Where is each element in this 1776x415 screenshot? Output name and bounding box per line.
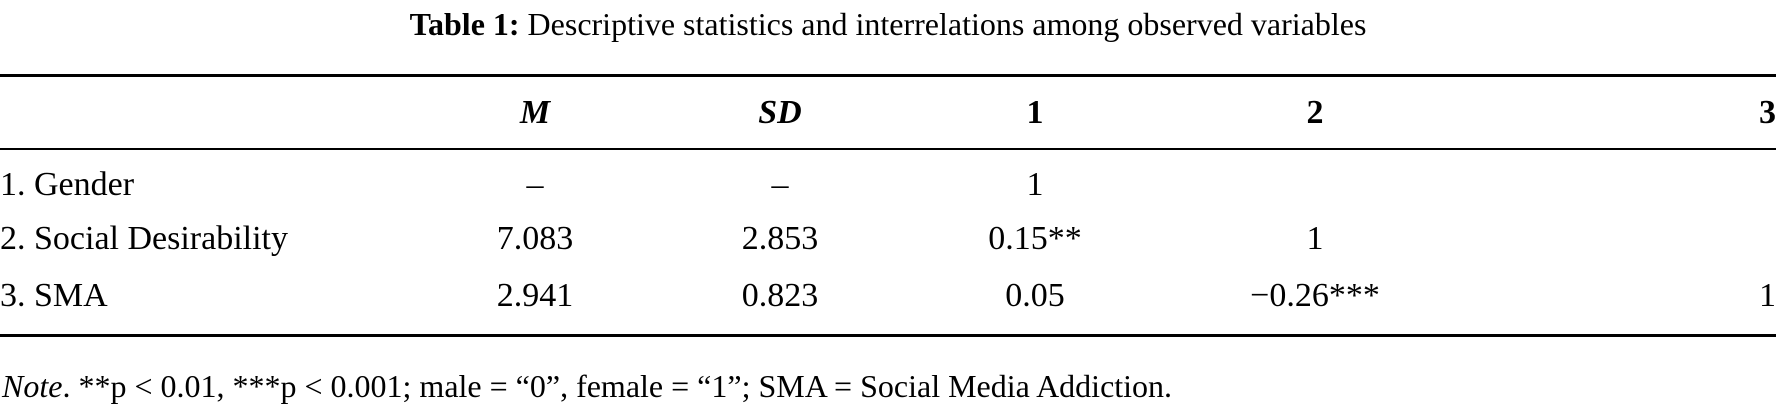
header-col-1: 1 [1026, 94, 1044, 131]
cell-corr-1: 0.05 [1005, 277, 1065, 314]
header-rule [0, 148, 1776, 150]
cell-corr-2 [1150, 148, 1480, 210]
header-sd: SD [758, 94, 802, 131]
descriptive-statistics-table: M SD 1 2 3 1. Gender – – 1 2. Social Des… [0, 78, 1776, 324]
cell-mean: 2.941 [496, 277, 574, 314]
cell-corr-3 [1480, 148, 1776, 210]
cell-corr-1: 0.15** [988, 220, 1082, 257]
table-row-sma: 3. SMA 2.941 0.823 0.05 −0.26*** 1 [0, 268, 1776, 324]
header-col-2: 2 [1306, 94, 1324, 131]
cell-corr-2: −0.26*** [1250, 277, 1380, 314]
table-note: Note. **p < 0.01, ***p < 0.001; male = “… [2, 366, 1172, 406]
row-label: 2. Social Desirability [0, 220, 289, 257]
note-label: Note [2, 368, 63, 404]
table-caption: Table 1: Descriptive statistics and inte… [0, 4, 1776, 44]
header-col-3: 3 [1759, 94, 1776, 131]
top-rule [0, 74, 1776, 77]
cell-corr-3 [1480, 210, 1776, 268]
cell-corr-1: 1 [1026, 166, 1044, 203]
header-variable [0, 78, 430, 148]
cell-sd: 2.853 [741, 220, 819, 257]
row-label: 3. SMA [0, 277, 108, 314]
table-header-row: M SD 1 2 3 [0, 78, 1776, 148]
table-row-gender: 1. Gender – – 1 [0, 148, 1776, 210]
cell-mean: – [526, 166, 544, 203]
cell-mean: 7.083 [496, 220, 574, 257]
row-label: 1. Gender [0, 166, 135, 203]
table-row-social-desirability: 2. Social Desirability 7.083 2.853 0.15*… [0, 210, 1776, 268]
cell-corr-2: 1 [1306, 220, 1324, 257]
note-text: . **p < 0.01, ***p < 0.001; male = “0”, … [62, 368, 1173, 404]
cell-corr-3: 1 [1759, 277, 1776, 314]
cell-sd: 0.823 [741, 277, 819, 314]
header-mean: M [519, 94, 551, 131]
bottom-rule [0, 334, 1776, 337]
caption-text: Descriptive statistics and interrelation… [527, 6, 1367, 42]
cell-sd: – [771, 166, 789, 203]
caption-label: Table 1: [409, 6, 520, 42]
